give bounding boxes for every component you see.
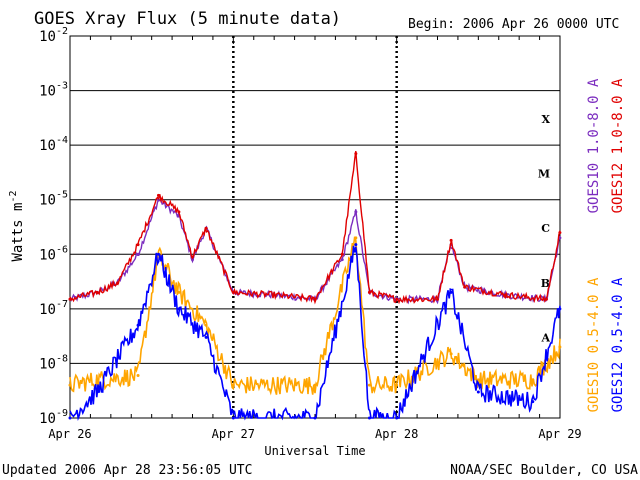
plot-frame [69,35,561,419]
data-point [449,290,453,294]
footer-credit: NOAA/SEC Boulder, CO USA [450,463,638,478]
data-point [177,307,181,311]
data-point [231,290,235,294]
data-point [95,290,99,294]
data-point [204,226,208,230]
y-axis-label-exp: -2 [8,190,19,202]
data-point [367,290,371,294]
y-axis-label-group: Watts m-2 [8,190,26,261]
data-point [313,416,317,420]
y-axis-label: Watts m [10,203,26,262]
x-tick-label: Apr 27 [212,427,255,441]
y-tick-label: 10-3 [39,81,68,100]
data-point [476,390,480,394]
data-point [340,258,344,262]
series-line [69,151,561,305]
data-point [531,378,535,382]
y-tick-label: 10-7 [39,299,68,318]
data-point [95,390,99,394]
data-point [354,236,358,240]
data-point [313,383,317,387]
data-point [68,297,72,301]
data-point [204,323,208,327]
svg-text:Watts m-2: Watts m-2 [8,190,26,261]
data-point [395,297,399,301]
data-point [204,335,208,339]
data-point [136,374,140,378]
data-point [116,281,120,285]
data-point [136,252,140,256]
data-point [463,285,467,289]
data-point [68,416,72,420]
data-point [231,383,235,387]
series-line [69,236,561,396]
legend-entry: GOES12 1.0-8.0 A [610,78,626,213]
flare-class-label: A [540,331,550,344]
y-tick-label: 10-4 [39,135,68,154]
data-point [177,290,181,294]
data-point [136,323,140,327]
x-tick-label: Apr 26 [48,427,91,441]
data-point [272,293,276,297]
flare-class-label: X [541,113,550,126]
data-point [436,297,439,301]
x-tick-label: Apr 28 [375,427,418,441]
flare-class-label: C [541,222,550,235]
data-point [191,255,194,259]
data-point [340,252,344,256]
flare-class-label: M [538,168,550,181]
x-axis-label: Universal Time [264,444,365,458]
legend-entry: GOES12 0.5-4.0 A [610,277,626,412]
data-point [558,345,562,349]
data-point [95,378,99,382]
data-point [191,258,194,262]
data-point [68,383,72,387]
data-point [395,416,399,420]
footer-updated: Updated 2006 Apr 28 23:56:05 UTC [2,463,252,478]
flare-class-label: B [541,277,550,290]
y-tick-label: 10-8 [39,353,68,372]
x-tick-label: Apr 29 [538,427,581,441]
data-point [558,231,562,235]
data-point [449,238,453,242]
data-point [156,252,160,256]
data-point [354,210,358,214]
legend-entry: GOES10 0.5-4.0 A [586,277,602,412]
data-point [449,352,453,356]
data-point [395,383,399,387]
y-tick-label: 10-6 [39,244,68,263]
legend-entry: GOES10 1.0-8.0 A [586,78,602,213]
chart-title: GOES Xray Flux (5 minute data) [34,9,341,29]
data-point [367,383,371,387]
data-point [136,243,140,247]
series-line [69,199,561,305]
y-tick-label: 10-9 [39,408,68,427]
data-point [558,307,562,311]
data-point [156,193,160,197]
data-point [313,297,317,301]
begin-label: Begin: 2006 Apr 26 0000 UTC [408,17,619,32]
data-point [504,293,508,297]
data-point [531,400,535,404]
data-point [354,243,358,247]
y-tick-label: 10-2 [39,26,68,45]
data-point [367,416,371,420]
y-tick-label: 10-5 [39,190,68,209]
data-point [231,416,235,420]
data-point [544,297,548,301]
data-point [177,210,181,214]
data-point [354,152,358,156]
